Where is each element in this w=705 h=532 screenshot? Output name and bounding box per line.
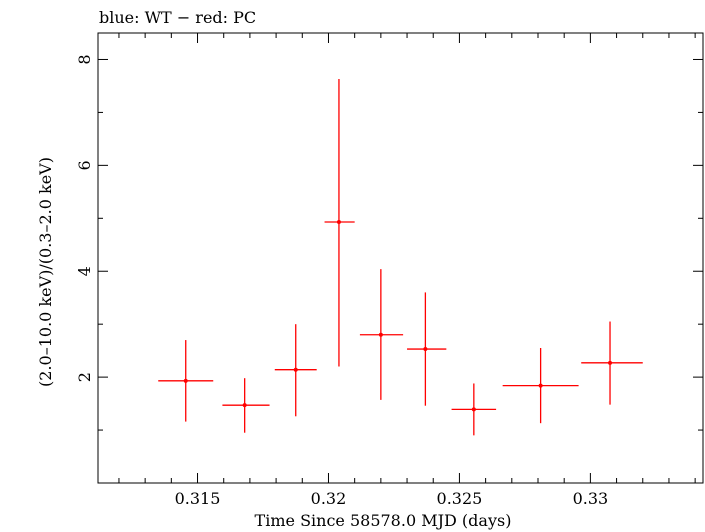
point-marker bbox=[183, 378, 188, 383]
point-marker bbox=[293, 367, 298, 372]
point-marker bbox=[242, 403, 247, 408]
x-tick-label: 0.325 bbox=[437, 489, 483, 508]
data-point bbox=[581, 321, 643, 405]
y-tick-label: 2 bbox=[75, 372, 94, 382]
data-point bbox=[451, 383, 497, 436]
data-point bbox=[324, 79, 355, 367]
y-axis: 2 4 6 8 bbox=[75, 54, 703, 431]
data-point bbox=[359, 269, 404, 400]
point-marker bbox=[378, 332, 383, 337]
data-point bbox=[158, 340, 214, 422]
y-tick-label: 8 bbox=[75, 54, 94, 64]
point-marker bbox=[471, 407, 476, 412]
x-tick-label: 0.315 bbox=[175, 489, 221, 508]
x-axis-label: Time Since 58578.0 MJD (days) bbox=[255, 511, 512, 530]
y-tick-label: 6 bbox=[75, 160, 94, 170]
x-tick-label: 0.33 bbox=[573, 489, 609, 508]
point-marker bbox=[608, 360, 613, 365]
data-point bbox=[274, 324, 317, 417]
plot-frame bbox=[97, 32, 704, 484]
y-tick-label: 4 bbox=[75, 266, 94, 276]
point-marker bbox=[538, 383, 543, 388]
data-point bbox=[502, 348, 579, 424]
data-point bbox=[222, 378, 270, 433]
x-axis: 0.315 0.32 0.325 0.33 bbox=[118, 33, 696, 508]
data-points bbox=[158, 79, 643, 436]
y-axis-label: (2.0–10.0 keV)/(0.3–2.0 keV) bbox=[36, 157, 55, 387]
x-tick-label: 0.32 bbox=[311, 489, 347, 508]
point-marker bbox=[336, 220, 341, 224]
point-marker bbox=[423, 347, 428, 352]
chart-title: blue: WT − red: PC bbox=[99, 8, 256, 27]
data-point bbox=[407, 292, 447, 406]
